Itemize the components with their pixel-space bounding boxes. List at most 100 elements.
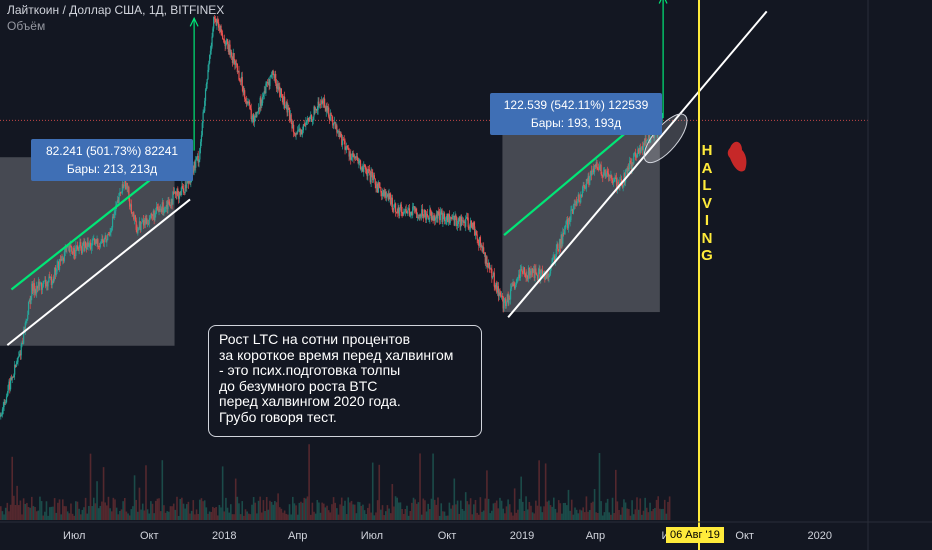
candle-body [136,229,138,234]
candle-body [361,167,363,169]
candle-body [633,153,635,164]
volume-bar [512,515,514,520]
candle-body [311,119,313,122]
volume-bar [11,456,14,520]
volume-bar [143,510,146,520]
candle-body [607,173,610,177]
volume-bar [358,502,361,520]
candle-body [327,107,329,111]
candle-body [527,275,529,279]
candle-body [416,213,418,218]
volume-bar [556,512,558,520]
candle-body [129,199,131,207]
candle-body [203,110,205,113]
candle-body [506,294,508,303]
volume-bar [70,503,72,520]
volume-bar [442,511,444,520]
annotation-note[interactable]: Рост LTC на сотни процентов за короткое … [208,325,482,437]
candle-body [73,248,75,255]
candle-body [46,281,48,287]
volume-bar [611,497,614,520]
candle-body [301,130,303,135]
volume-bar [257,500,260,520]
volume-bar [168,511,170,520]
candle-body [237,70,239,73]
volume-bar [623,499,625,520]
volume-bar [334,502,337,520]
candle-body [258,107,260,110]
candle-body [230,52,232,55]
candle-body [251,118,253,120]
candle-body [470,220,472,228]
candle-body [196,155,198,158]
candle-body [19,353,21,356]
candle-body [225,42,227,47]
candle-body [271,70,274,75]
candle-body [163,211,165,213]
volume-bar [296,514,299,520]
candle-body [118,193,120,203]
candle-body [405,208,407,212]
volume-bar [169,506,172,520]
candle-body [569,220,571,222]
volume-bar [60,514,62,520]
note-line: за короткое время перед халвингом [219,346,454,363]
candle-body [577,194,579,202]
volume-bar [37,510,40,520]
x-tick-label: Июл [63,530,86,542]
volume-bar [26,502,28,520]
candle-body [248,101,250,104]
candle-body [616,181,619,190]
volume-bar [575,509,578,520]
candle-body [200,141,202,149]
volume-bar [267,509,270,520]
volume-bar [370,512,372,520]
candle-body [382,190,384,193]
candle-body [279,88,282,97]
volume-bar [261,512,263,520]
candle-body [84,242,86,252]
candle-body [76,245,79,249]
x-tick-label: 2019 [509,530,535,542]
volume-bar [544,463,547,520]
candle-body [126,183,128,189]
volume-bar [406,505,408,520]
candle-body [143,219,145,226]
volume-bar [102,467,105,520]
candle-body [632,162,634,164]
candle-body [105,235,107,243]
volume-bar [637,509,640,520]
volume-bar [614,469,617,520]
volume-bar [29,507,31,520]
candle-body [519,269,521,278]
candle-body [72,248,75,254]
candle-body [175,193,177,195]
candle-body [314,106,316,111]
volume-bar [458,513,460,520]
candle-body [522,271,524,274]
candle-body [478,240,480,246]
candle-body [86,242,88,250]
candle-body [222,35,224,39]
candle-body [228,44,230,52]
candle-body [18,356,20,358]
candle-body [611,175,613,180]
note-line: Грубо говоря тест. [219,408,337,425]
candle-body [268,82,270,87]
volume-bar [569,510,571,520]
candle-body [151,213,153,215]
candle-body [535,268,537,274]
candle-body [443,213,446,221]
volume-bar [605,502,607,520]
candle-body [439,212,442,221]
candle-body [358,160,360,164]
volume-bar [221,466,224,520]
volume-bar [559,503,562,520]
volume-bar [114,499,116,520]
candle-body [390,197,392,205]
candle-body [299,128,301,135]
candle-body [212,28,214,37]
volume-bar [107,496,110,520]
candle-body [5,402,7,404]
